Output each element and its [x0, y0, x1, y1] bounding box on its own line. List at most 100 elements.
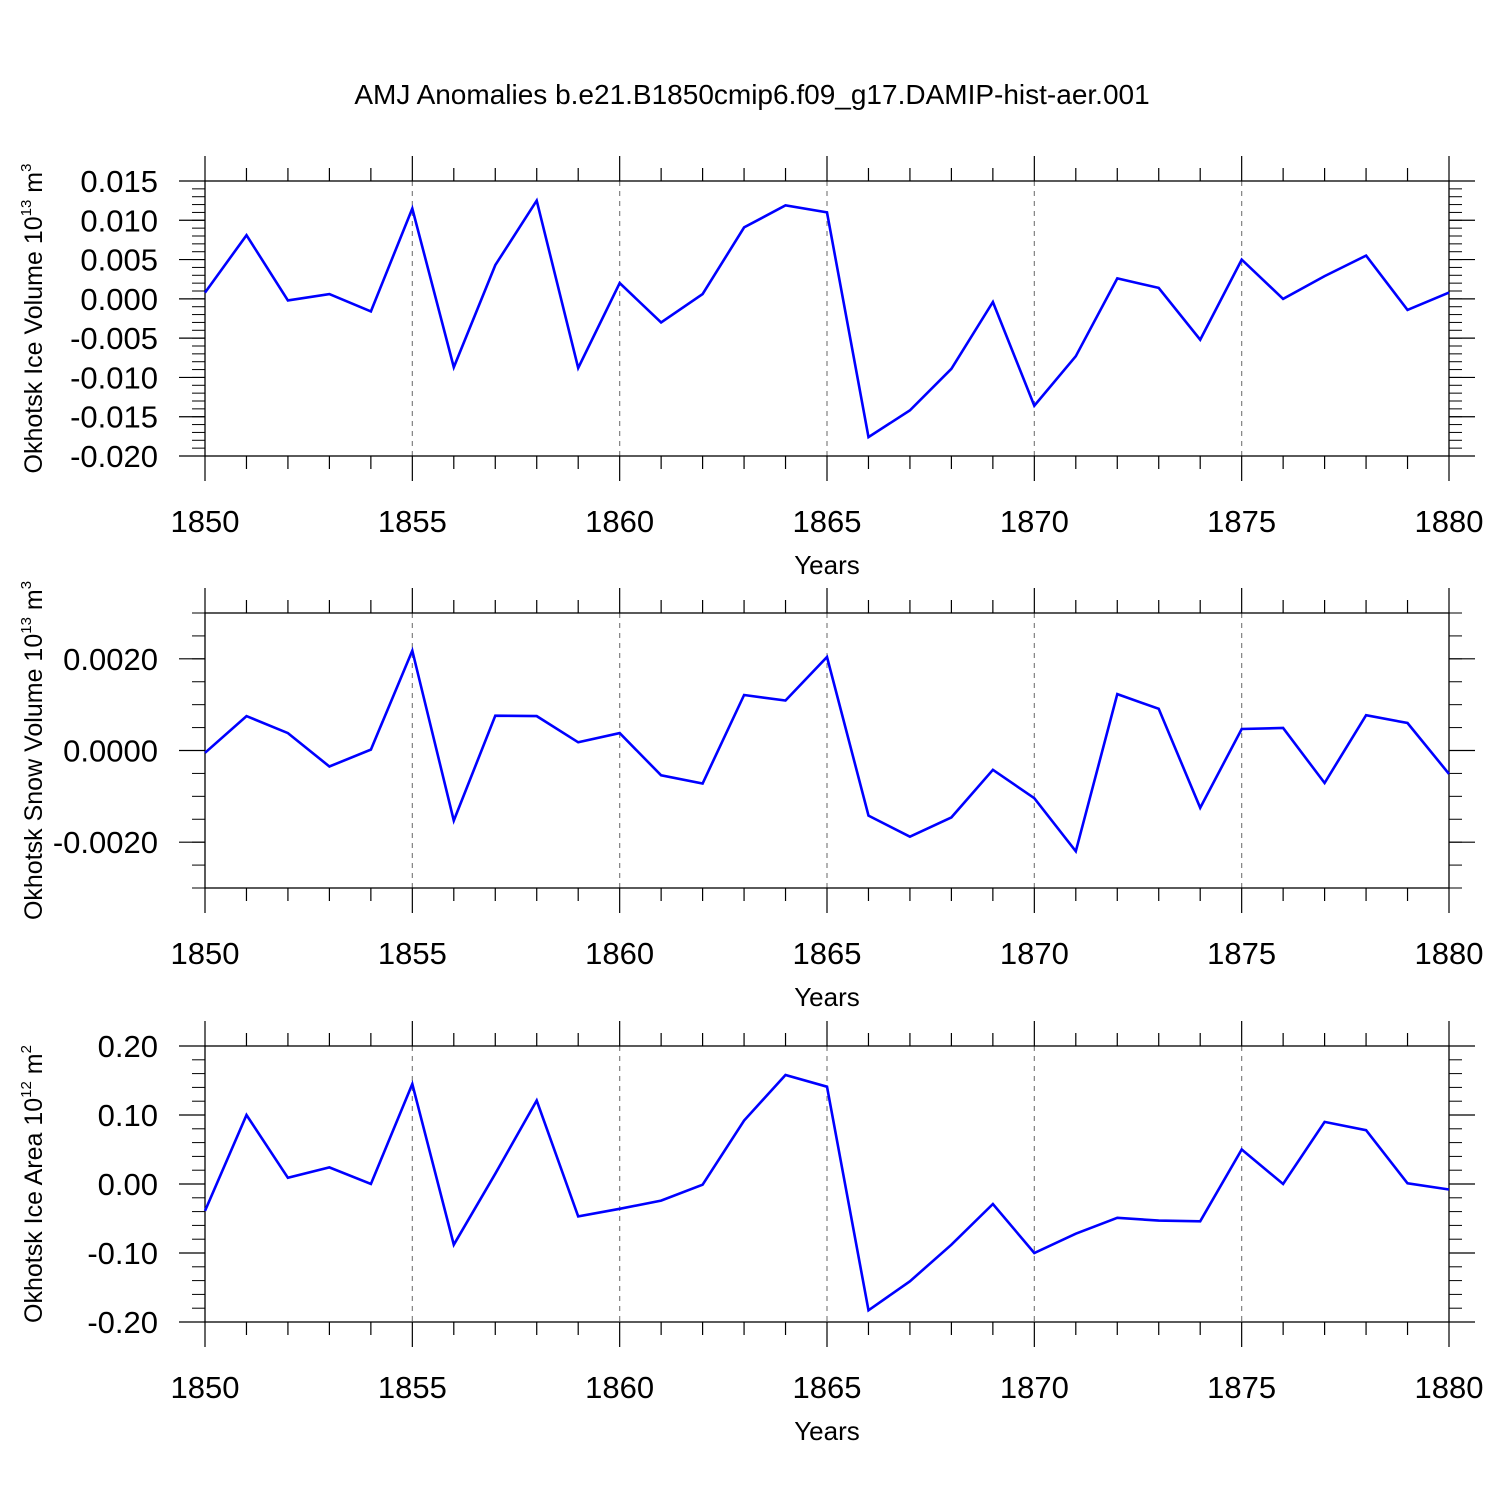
xtick-label: 1850: [171, 504, 240, 539]
data-point-1879: [1406, 308, 1409, 311]
data-point-1855: [411, 1082, 414, 1085]
data-point-1853: [328, 765, 331, 768]
series-line: [203, 197, 1450, 440]
panel-3: 0.20 0.10 0.00 -0.10 -0.20 1850 1855 1860 1865 18…: [18, 1021, 1483, 1446]
data-point-1876: [1282, 727, 1285, 730]
data-point-1860: [618, 1207, 621, 1210]
data-point-1856: [452, 366, 455, 369]
xtick-label: 1880: [1415, 504, 1484, 539]
ytick-label: 0.0020: [63, 642, 158, 677]
xtick-label: 1870: [1000, 1370, 1069, 1405]
xtick-label: 1860: [585, 936, 654, 971]
y-axis-label-part: m: [20, 589, 48, 617]
data-point-1877: [1323, 275, 1326, 278]
data-point-1871: [1074, 1232, 1077, 1235]
data-point-1851: [245, 234, 248, 237]
data-point-1879: [1406, 722, 1409, 725]
xtick-label: 1850: [171, 1370, 240, 1405]
data-point-1867: [908, 835, 911, 838]
data-point-1864: [784, 699, 787, 702]
data-point-1871: [1074, 850, 1077, 853]
data-point-1880: [1448, 291, 1451, 294]
data-point-1854: [369, 748, 372, 751]
ytick-label: 0.00: [98, 1167, 158, 1202]
data-point-1860: [618, 732, 621, 735]
data-point-1864: [784, 204, 787, 207]
data-point-1862: [701, 293, 704, 296]
ytick-label: 0.005: [80, 243, 158, 278]
data-point-1869: [991, 301, 994, 304]
data-point-1856: [452, 819, 455, 822]
data-point-1860: [618, 282, 621, 285]
data-point-1862: [701, 1183, 704, 1186]
xtick-label: 1855: [378, 504, 447, 539]
xtick-label: 1865: [793, 1370, 862, 1405]
data-point-1871: [1074, 355, 1077, 358]
series-line: [203, 1073, 1450, 1313]
ytick-label: -0.20: [87, 1305, 158, 1340]
data-point-1865: [826, 1085, 829, 1088]
y-axis-label: Okhotsk Ice Area 1012 m2: [18, 1045, 48, 1323]
ytick-label: -0.015: [70, 400, 158, 435]
y-axis-label-superscript: 13: [18, 617, 35, 634]
ytick-label: -0.020: [70, 439, 158, 474]
data-point-1866: [867, 1309, 870, 1312]
xtick-label: 1875: [1207, 1370, 1276, 1405]
data-point-1874: [1199, 1220, 1202, 1223]
xtick-label: 1855: [378, 1370, 447, 1405]
data-point-1850: [204, 291, 207, 294]
data-point-1868: [950, 816, 953, 819]
xtick-label: 1875: [1207, 936, 1276, 971]
data-point-1863: [743, 694, 746, 697]
xtick-label: 1870: [1000, 936, 1069, 971]
chart-title: AMJ Anomalies b.e21.B1850cmip6.f09_g17.D…: [354, 79, 1149, 110]
data-point-1859: [577, 367, 580, 370]
xtick-label: 1865: [793, 936, 862, 971]
data-point-1852: [286, 1176, 289, 1179]
data-point-1859: [577, 1215, 580, 1218]
y-axis-label: Okhotsk Ice Volume 1013 m3: [18, 164, 48, 474]
data-point-1869: [991, 1203, 994, 1206]
xtick-label: 1880: [1415, 936, 1484, 971]
data-point-1856: [452, 1243, 455, 1246]
data-point-1850: [204, 751, 207, 754]
ytick-label: 0.015: [80, 164, 158, 199]
data-point-1873: [1157, 1219, 1160, 1222]
data-point-1855: [411, 649, 414, 652]
data-point-1867: [908, 1280, 911, 1283]
ytick-label: 0.10: [98, 1098, 158, 1133]
xtick-label: 1870: [1000, 504, 1069, 539]
data-point-1861: [660, 321, 663, 324]
y-axis-label-part: Okhotsk Ice Volume 10: [20, 216, 48, 473]
data-point-1865: [826, 211, 829, 214]
x-axis-label: Years: [794, 982, 860, 1012]
ytick-label: 0.0000: [63, 734, 158, 769]
data-point-1874: [1199, 806, 1202, 809]
data-point-1854: [369, 1183, 372, 1186]
data-point-1872: [1116, 1216, 1119, 1219]
data-point-1850: [204, 1209, 207, 1212]
data-point-1875: [1240, 1148, 1243, 1151]
data-point-1865: [826, 656, 829, 659]
ytick-label: -0.005: [70, 321, 158, 356]
data-point-1853: [328, 293, 331, 296]
data-point-1868: [950, 1243, 953, 1246]
data-point-1872: [1116, 693, 1119, 696]
data-point-1878: [1365, 1129, 1368, 1132]
y-axis-label: Okhotsk Snow Volume 1013 m3: [18, 581, 48, 920]
xtick-label: 1860: [585, 504, 654, 539]
xtick-label: 1875: [1207, 504, 1276, 539]
data-point-1855: [411, 207, 414, 210]
data-point-1880: [1448, 772, 1451, 775]
data-point-1853: [328, 1166, 331, 1169]
data-point-1877: [1323, 782, 1326, 785]
xtick-label: 1880: [1415, 1370, 1484, 1405]
data-point-1857: [494, 264, 497, 267]
ytick-label: 0.20: [98, 1029, 158, 1064]
x-axis-label: Years: [794, 1416, 860, 1446]
ytick-label: 0.010: [80, 203, 158, 238]
data-point-1858: [535, 199, 538, 202]
y-axis-label-superscript: 2: [18, 1045, 35, 1053]
data-point-1873: [1157, 286, 1160, 289]
